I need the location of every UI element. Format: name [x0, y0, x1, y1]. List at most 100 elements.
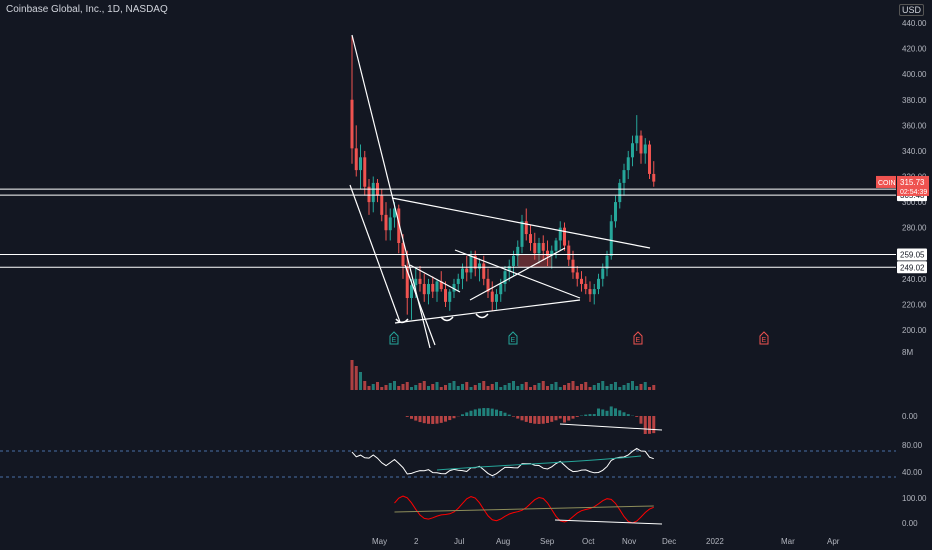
- volume-bar: [652, 385, 656, 390]
- volume-bar: [388, 383, 392, 390]
- y-tick-label: 300.00: [902, 198, 927, 207]
- candle-body: [405, 266, 409, 299]
- candle-body: [584, 283, 588, 290]
- macd-bar: [448, 416, 452, 421]
- volume-bar: [414, 385, 418, 390]
- volume-bar: [354, 366, 358, 390]
- rsi-line: [351, 447, 654, 477]
- stoch-line: [394, 495, 654, 524]
- x-tick-label: May: [372, 537, 387, 546]
- volume-bar: [635, 386, 639, 390]
- candle-body: [452, 283, 456, 292]
- macd-bar: [490, 408, 494, 416]
- candle-body: [516, 246, 520, 256]
- macd-bar: [486, 408, 490, 416]
- macd-bar: [435, 416, 439, 424]
- y-tick-label: 400.00: [902, 70, 927, 79]
- volume-pane: 8M: [350, 348, 913, 390]
- candle-body: [367, 186, 371, 203]
- earnings-marker: [633, 331, 643, 345]
- volume-bar: [439, 387, 443, 390]
- volume-bar: [427, 386, 430, 390]
- level-label: 249.02: [900, 263, 925, 272]
- candle-body: [439, 281, 443, 290]
- chart-title: Coinbase Global, Inc., 1D, NASDAQ: [6, 4, 168, 15]
- price-badge-bg: [897, 175, 929, 196]
- candle-body: [533, 243, 537, 254]
- candle-body: [652, 173, 656, 182]
- candle-body: [482, 263, 486, 279]
- y-tick-label: 380.00: [902, 96, 927, 105]
- volume-bar: [393, 381, 396, 390]
- trendline: [469, 247, 566, 301]
- trendline: [409, 264, 461, 293]
- candle-body: [363, 157, 367, 187]
- earnings-marker: [508, 331, 518, 345]
- highlight-zone: [517, 254, 552, 268]
- volume-bar: [473, 385, 477, 390]
- candle-body: [639, 135, 643, 154]
- currency-label[interactable]: USD: [898, 4, 924, 16]
- volume-bar: [397, 386, 401, 390]
- macd-bar: [482, 408, 486, 416]
- candle-body: [631, 143, 634, 158]
- macd-bar: [571, 416, 575, 419]
- rsi-pane: 80.00 40.00: [0, 441, 923, 478]
- earnings-marker-label: E: [511, 337, 516, 344]
- trendlines: [349, 34, 651, 349]
- candle-body: [465, 268, 469, 273]
- volume-bar: [533, 385, 537, 390]
- volume-bar: [541, 381, 545, 390]
- volume-bar: [571, 381, 575, 390]
- candle-body: [380, 195, 384, 215]
- volume-bar: [614, 382, 617, 390]
- candle-body: [427, 283, 430, 295]
- macd-bar: [652, 416, 656, 434]
- volume-bar: [405, 382, 409, 390]
- price-badges: 310.16305.48259.05249.02COIN315.7302:54:…: [876, 175, 929, 274]
- macd-bar: [541, 416, 545, 424]
- volume-bar: [363, 381, 367, 390]
- macd-bar: [609, 406, 613, 416]
- trendline: [349, 184, 401, 323]
- macd-bar: [601, 409, 605, 416]
- macd-bar: [537, 416, 541, 424]
- candle-body: [520, 221, 524, 247]
- volume-bar: [448, 383, 452, 390]
- x-axis: May 2 Jul Aug Sep Oct Nov Dec 2022 Mar Apr: [372, 537, 840, 546]
- volume-bar: [359, 372, 362, 390]
- volume-bar: [435, 382, 439, 390]
- candle-body: [609, 221, 613, 256]
- candle-body: [567, 245, 571, 260]
- symbol-badge-bg: [876, 175, 896, 188]
- candle-body: [388, 217, 392, 231]
- level-label: 259.05: [900, 250, 925, 259]
- candle-body: [384, 214, 388, 231]
- price-badge: 315.73: [900, 178, 925, 187]
- volume-bar: [648, 387, 651, 390]
- volume-bar: [444, 385, 447, 390]
- macd-bar: [439, 416, 443, 423]
- macd-bar: [635, 416, 639, 417]
- trendline: [404, 264, 436, 346]
- volume-bar: [546, 386, 549, 390]
- volume-label: 8M: [902, 348, 913, 357]
- x-tick-label: Oct: [582, 537, 595, 546]
- candle-body: [571, 259, 575, 273]
- volume-bar: [490, 384, 494, 390]
- volume-bar: [520, 384, 524, 390]
- macd-bar: [418, 416, 422, 423]
- volume-bar: [376, 382, 379, 390]
- x-tick-label: Dec: [662, 537, 676, 546]
- macd-bar: [465, 412, 469, 416]
- candle-body: [550, 250, 554, 256]
- candle-body: [507, 266, 511, 272]
- volume-bar: [516, 386, 520, 390]
- candle-body: [359, 157, 362, 171]
- candle-body: [448, 291, 452, 302]
- candle-body: [435, 281, 439, 292]
- volume-bar: [588, 387, 592, 390]
- volume-bar: [597, 383, 600, 390]
